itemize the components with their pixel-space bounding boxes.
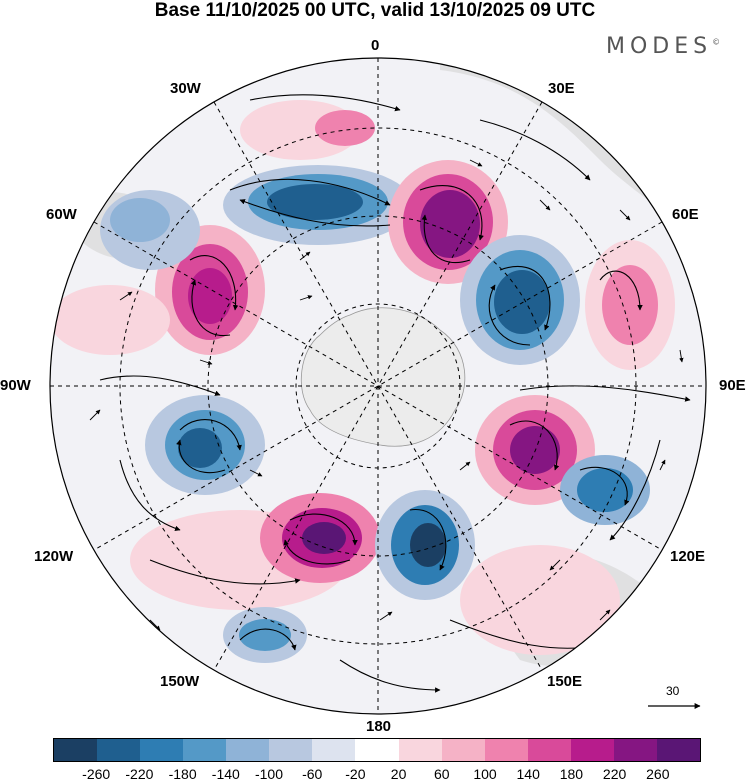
- colorbar: [53, 738, 701, 762]
- colorbar-swatch: [613, 739, 657, 761]
- lon-label-30e: 30E: [548, 80, 575, 97]
- colorbar-ticks: -260 -220 -180 -140 -100 -60 -20 20 60 100 140 180 2…: [0, 766, 750, 783]
- colorbar-swatch: [269, 739, 313, 761]
- lon-label-150e: 150E: [547, 673, 583, 690]
- lon-label-90w: 90W: [0, 377, 31, 394]
- colorbar-swatch: [656, 739, 700, 761]
- colorbar-tick-label: -60: [302, 766, 323, 782]
- colorbar-tick-label: -140: [211, 766, 240, 782]
- lon-label-120e: 120E: [670, 548, 706, 565]
- lon-label-30w: 30W: [170, 80, 201, 97]
- colorbar-tick-label: 100: [473, 766, 497, 782]
- colorbar-tick-label: -180: [168, 766, 197, 782]
- lon-label-0: 0: [371, 37, 380, 54]
- lon-label-120w: 120W: [34, 548, 74, 565]
- lon-label-90e: 90E: [719, 377, 746, 394]
- colorbar-tick-label: -20: [345, 766, 366, 782]
- map-boundary: [49, 57, 707, 715]
- lon-label-60w: 60W: [46, 206, 77, 223]
- colorbar-tick-label: -220: [125, 766, 154, 782]
- colorbar-tick-label: 60: [434, 766, 450, 782]
- brand-logo: MODES©: [606, 34, 721, 59]
- colorbar-swatch: [355, 739, 399, 761]
- lon-label-150w: 150W: [160, 673, 200, 690]
- lon-label-180: 180: [366, 718, 392, 735]
- map-title: Base 11/10/2025 00 UTC, valid 13/10/2025…: [154, 0, 596, 21]
- colorbar-tick-label: 140: [516, 766, 540, 782]
- wind-vectors: [89, 159, 684, 631]
- colorbar-swatch: [54, 739, 98, 761]
- colorbar-swatch: [441, 739, 485, 761]
- colorbar-tick-label: 220: [602, 766, 627, 782]
- colorbar-swatch: [312, 739, 356, 761]
- colorbar-tick-label: -100: [254, 766, 284, 782]
- graticule: [50, 58, 706, 714]
- colorbar-swatch: [484, 739, 528, 761]
- vector-scale-label: 30: [666, 684, 680, 698]
- colorbar-swatch: [140, 739, 184, 761]
- colorbar-tick-label: 260: [646, 766, 670, 782]
- colorbar-swatch: [226, 739, 270, 761]
- antarctica-land: [300, 307, 466, 447]
- colorbar-swatch: [527, 739, 571, 761]
- lon-label-60e: 60E: [672, 206, 699, 223]
- colorbar-tick-label: -260: [82, 766, 111, 782]
- colorbar-tick-label: 20: [390, 766, 407, 782]
- colorbar-swatch: [570, 739, 614, 761]
- colorbar-swatch: [398, 739, 442, 761]
- colorbar-swatch: [97, 739, 141, 761]
- polar-map: [49, 57, 707, 715]
- streamlines: [99, 94, 691, 693]
- colorbar-tick-label: 180: [559, 766, 584, 782]
- colorbar-swatch: [183, 739, 227, 761]
